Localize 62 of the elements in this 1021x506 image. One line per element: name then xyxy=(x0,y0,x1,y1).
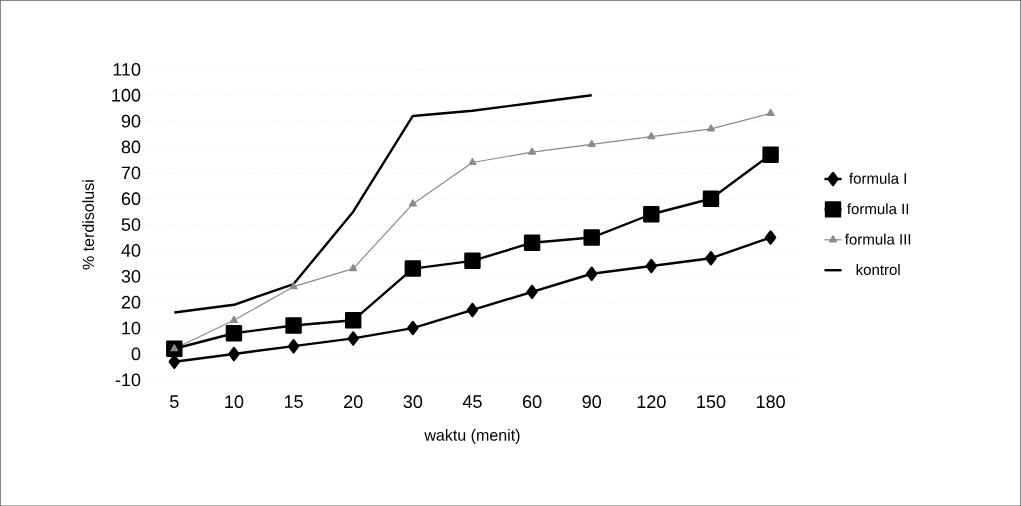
point xyxy=(287,338,300,354)
point xyxy=(285,317,302,334)
y-tick-label: 10 xyxy=(122,321,141,335)
x-axis-title: waktu (menit) xyxy=(424,428,520,444)
point xyxy=(702,190,720,207)
y-tick-label: 30 xyxy=(121,269,141,283)
legend-label: formula III xyxy=(845,233,911,245)
point xyxy=(526,284,538,299)
point xyxy=(344,311,362,329)
x-tick-label: 150 xyxy=(697,395,726,408)
x-tick-label: 10 xyxy=(225,395,244,408)
y-tick-label: 20 xyxy=(121,295,141,309)
y-tick-label: 80 xyxy=(121,140,141,154)
point xyxy=(528,147,537,155)
point xyxy=(523,234,541,251)
y-axis-title: % terdisolusi xyxy=(82,180,95,270)
x-tick-label: 5 xyxy=(170,395,179,408)
point xyxy=(766,108,775,116)
point xyxy=(643,205,660,223)
point xyxy=(349,263,358,272)
point xyxy=(583,229,600,246)
y-tick-label: 100 xyxy=(112,88,141,102)
point xyxy=(645,258,658,274)
point xyxy=(764,230,777,245)
legend-label: kontrol xyxy=(856,263,900,275)
point xyxy=(705,250,717,266)
y-tick-label: 60 xyxy=(121,192,141,205)
point xyxy=(468,157,477,165)
point xyxy=(229,315,239,323)
x-tick-label: 45 xyxy=(462,395,482,408)
point xyxy=(170,344,179,352)
point xyxy=(289,281,298,290)
point xyxy=(647,131,656,140)
y-tick-label: 50 xyxy=(121,218,141,231)
legend-label: formula I xyxy=(849,172,906,184)
y-tick-label: 90 xyxy=(121,114,141,128)
point xyxy=(706,124,716,132)
point xyxy=(466,302,479,318)
point xyxy=(347,331,359,346)
y-tick-label: 70 xyxy=(121,166,141,180)
x-tick-label: 15 xyxy=(284,395,303,408)
point xyxy=(228,346,240,362)
x-tick-label: 60 xyxy=(522,395,542,408)
x-tick-label: 30 xyxy=(403,395,423,408)
y-tick-label: 110 xyxy=(113,62,141,76)
legend-label: formula II xyxy=(847,203,909,215)
x-tick-label: 90 xyxy=(582,395,602,408)
point xyxy=(762,146,779,163)
line-series xyxy=(173,93,593,314)
point xyxy=(586,266,598,281)
y-tick-label: -10 xyxy=(115,373,141,387)
y-tick-label: 40 xyxy=(121,243,141,257)
point xyxy=(404,260,422,277)
point xyxy=(408,199,417,207)
point xyxy=(225,324,243,342)
x-tick-label: 120 xyxy=(637,395,666,408)
point xyxy=(587,139,596,147)
y-tick-label: 0 xyxy=(131,347,141,361)
x-tick-label: 20 xyxy=(344,395,363,408)
point xyxy=(464,252,481,269)
x-tick-label: 180 xyxy=(756,395,785,408)
point xyxy=(407,320,419,336)
